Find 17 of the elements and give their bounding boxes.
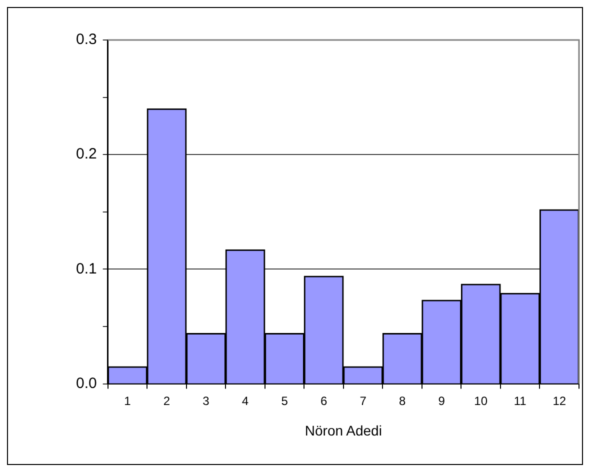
- y-tick-label: 0.2: [76, 146, 97, 163]
- x-tick-label: 6: [320, 394, 328, 408]
- x-tick-label: 5: [281, 394, 288, 408]
- y-tick-label: 0.1: [76, 260, 97, 278]
- x-tick-label: 12: [552, 394, 566, 408]
- x-tick-label: 9: [438, 394, 446, 408]
- x-tick-label: 2: [163, 394, 170, 408]
- x-tick-label: 7: [360, 394, 367, 408]
- x-tick-label: 3: [202, 394, 210, 408]
- x-tick-label: 8: [398, 394, 406, 408]
- x-axis-title: Nöron Adedi: [304, 422, 382, 438]
- x-tick-label: 1: [124, 394, 132, 408]
- x-tick-label: 4: [242, 394, 249, 408]
- x-tick-label: 11: [514, 394, 527, 408]
- y-tick-label: 0.3: [76, 31, 97, 48]
- x-tick-label: 10: [474, 394, 488, 408]
- y-tick-label: 0.0: [76, 374, 97, 392]
